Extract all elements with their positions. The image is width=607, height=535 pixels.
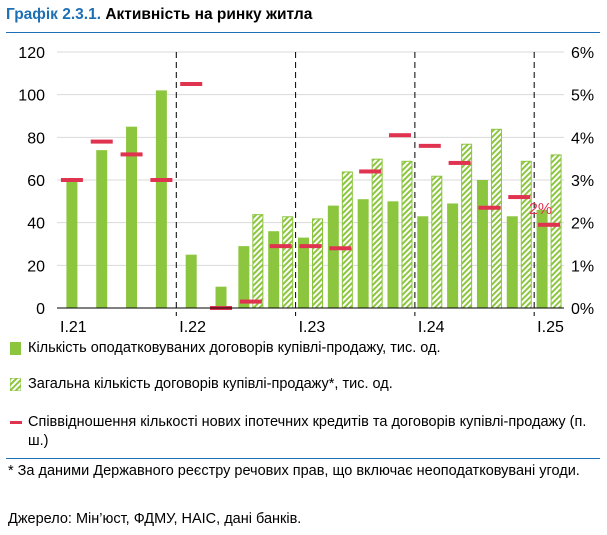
- legend-swatch-hatched: [10, 378, 21, 391]
- y-left-tick-label: 40: [27, 216, 45, 233]
- bar-taxed: [268, 231, 280, 308]
- ratio-marker: [418, 143, 441, 148]
- footnote: * За даними Державного реєстру речових п…: [8, 463, 580, 479]
- ratio-marker: [150, 178, 173, 182]
- bar-taxed: [66, 180, 78, 308]
- y-right-tick-label: 3%: [571, 173, 594, 190]
- y-right-tick-label: 5%: [571, 88, 594, 105]
- x-tick-label: I.25: [537, 319, 564, 336]
- bar-total: [282, 216, 294, 309]
- bar-taxed: [327, 205, 339, 308]
- bar-taxed: [417, 216, 429, 308]
- bar-taxed: [298, 237, 309, 308]
- legend-rule: [6, 458, 600, 459]
- ratio-marker: [180, 82, 203, 86]
- ratio-marker: [478, 205, 501, 210]
- title-rule: [6, 32, 600, 33]
- bar-taxed: [387, 201, 399, 308]
- source-note: Джерело: Мін’юст, ФДМУ, НАІС, дані банкі…: [8, 511, 302, 527]
- ratio-marker: [329, 246, 352, 251]
- bar-total: [341, 171, 353, 309]
- chart-number: Графік 2.3.1.: [6, 6, 101, 23]
- ratio-marker: [299, 244, 322, 249]
- ratio-marker: [508, 195, 531, 200]
- x-tick-label: I.24: [418, 319, 445, 336]
- chart-title: Графік 2.3.1. Активність на ринку житла: [6, 6, 312, 24]
- bar-total: [520, 160, 532, 309]
- y-right-tick-label: 2%: [571, 216, 594, 233]
- x-tick-label: I.23: [299, 319, 326, 336]
- legend-swatch-solid: [10, 342, 21, 355]
- chart-title-text: Активність на ринку житла: [105, 6, 313, 23]
- y-left-tick-label: 100: [18, 88, 45, 105]
- legend-swatch-marker: [10, 421, 22, 424]
- bar-taxed: [126, 126, 138, 309]
- bar-taxed: [238, 246, 250, 308]
- y-left-tick-label: 120: [18, 45, 45, 62]
- bar-taxed: [476, 180, 488, 308]
- bar-total: [401, 160, 413, 309]
- y-left-tick-label: 80: [27, 130, 45, 147]
- bar-taxed: [185, 254, 197, 308]
- ratio-marker: [269, 244, 292, 249]
- bar-total: [461, 143, 473, 309]
- bar-taxed: [536, 209, 548, 308]
- ratio-marker: [448, 160, 471, 165]
- bar-taxed: [215, 286, 227, 308]
- x-tick-label: I.22: [179, 319, 206, 336]
- chart: 0 20 40 60 80 100 120 0% 1% 2% 3% 4% 5% 6% I.21 I.22 I.2…: [18, 45, 594, 336]
- ratio-marker: [60, 178, 83, 182]
- bar-total: [312, 218, 323, 309]
- legend-label-taxed: Кількість оподатковуваних договорів купі…: [28, 340, 441, 356]
- bar-total: [431, 175, 443, 309]
- y-right-tick-label: 4%: [571, 130, 594, 147]
- ratio-marker: [90, 139, 113, 144]
- y-right-tick-label: 0%: [571, 301, 594, 318]
- bar-total: [550, 154, 562, 309]
- legend-label-ratio: Співвідношення кількості нових іпотечних…: [28, 414, 587, 449]
- bar-taxed: [357, 199, 369, 308]
- y-left-tick-label: 20: [27, 258, 45, 275]
- bar-taxed: [506, 216, 518, 308]
- bar-taxed: [155, 90, 167, 309]
- y-right-tick-label: 6%: [571, 45, 594, 62]
- ratio-marker: [120, 152, 143, 157]
- bar-total: [371, 158, 383, 309]
- y-right-tick-label: 1%: [571, 258, 594, 275]
- bar-total: [490, 128, 502, 309]
- y-left-tick-label: 60: [27, 173, 45, 190]
- bar-taxed: [447, 203, 459, 308]
- legend-label-total: Загальна кількість договорів купівлі-про…: [28, 376, 393, 392]
- bar-total: [252, 214, 264, 309]
- x-tick-label: I.21: [60, 319, 87, 336]
- ratio-marker: [359, 169, 382, 174]
- ratio-marker: [239, 299, 262, 304]
- ratio-marker: [538, 222, 561, 227]
- ratio-marker: [388, 133, 411, 138]
- bar-taxed: [96, 150, 108, 308]
- y-left-tick-label: 0: [36, 301, 45, 318]
- ratio-annotation: 2%: [529, 201, 552, 218]
